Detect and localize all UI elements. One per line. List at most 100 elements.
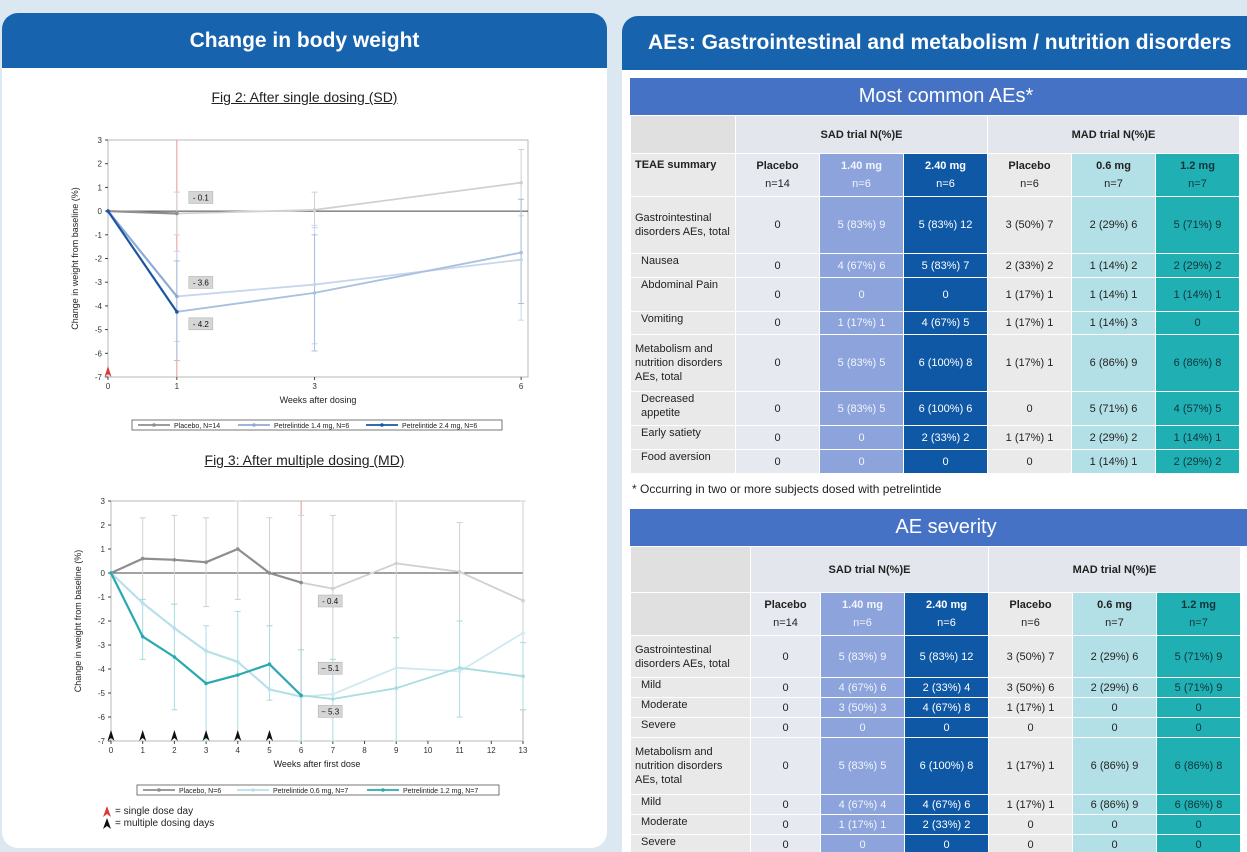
fig2-chart: -7 -6 -5 -4 -3 -2 -1 0 1 2 3 0 1 3 6 Weeks after dosing…	[70, 136, 529, 431]
column-n: n=7	[1104, 178, 1123, 190]
blank-corner	[630, 115, 736, 154]
data-point	[519, 250, 523, 255]
y-tick-label: -1	[95, 231, 103, 240]
data-point	[457, 669, 462, 674]
column-header: 1.40 mg n=6	[820, 592, 905, 636]
table-cell: 6 (86%) 8	[1156, 737, 1241, 795]
column-header: Placebo n=14	[735, 153, 820, 197]
ae-panel: AEs: Gastrointestinal and metabolism / n…	[622, 16, 1247, 852]
body-weight-panel: Change in body weight Fig 2: After singl…	[2, 13, 607, 848]
column-n: n=7	[1189, 617, 1208, 629]
single-dose-legend: = single dose day	[115, 806, 194, 817]
column-name: Placebo	[1008, 160, 1051, 172]
y-tick-label: -7	[95, 373, 103, 382]
series-segment	[107, 210, 178, 313]
x-tick-label: 6	[519, 382, 524, 391]
data-point	[457, 570, 462, 574]
x-tick-label: 1	[175, 382, 180, 391]
table-cell: 1 (17%) 1	[987, 311, 1072, 335]
row-label: Metabolism and nutrition disorders AEs, …	[630, 334, 736, 392]
legend-label: Petrelintide 2.4 mg, N=6	[402, 423, 477, 430]
fig3-title: Fig 3: After multiple dosing (MD)	[204, 452, 405, 468]
series-segment	[110, 557, 144, 575]
column-n: n=7	[1188, 178, 1207, 190]
x-tick-label: 3	[204, 746, 209, 755]
y-tick-label: -5	[95, 326, 103, 335]
column-name: 2.40 mg	[926, 599, 967, 611]
table-cell: 0	[1156, 834, 1241, 852]
series-segment	[176, 209, 315, 215]
series-segment	[107, 210, 178, 298]
data-point	[519, 257, 523, 262]
row-label: Food aversion	[630, 449, 736, 474]
series-segment	[176, 283, 315, 298]
y-tick-label: -4	[98, 665, 106, 674]
table-cell: 6 (86%) 9	[1072, 794, 1157, 815]
data-point	[312, 208, 317, 212]
series-segment	[396, 562, 460, 573]
column-n: n=6	[853, 617, 872, 629]
table-cell: 5 (71%) 9	[1156, 677, 1241, 698]
data-point	[204, 560, 208, 564]
series-segment	[176, 291, 315, 313]
legend-marker	[152, 423, 156, 427]
row-label: Early satiety	[630, 425, 736, 450]
multiple-dose-legend: = multiple dosing days	[115, 818, 215, 829]
table-cell: 4 (67%) 6	[904, 794, 989, 815]
row-label: Nausea	[630, 253, 736, 278]
row-label: Moderate	[630, 697, 751, 718]
row-label: Decreased appetite	[630, 391, 736, 426]
table-cell: 0	[750, 635, 821, 678]
table-cell: 6 (100%) 8	[903, 334, 988, 392]
table-cell: 2 (29%) 6	[1072, 677, 1157, 698]
table-cell: 0	[735, 196, 820, 254]
table-cell: 0	[1156, 814, 1241, 835]
data-point	[175, 310, 179, 314]
table-cell: 5 (71%) 6	[1071, 391, 1156, 426]
table-cell: 2 (29%) 2	[1155, 253, 1240, 278]
table-cell: 1 (14%) 2	[1071, 253, 1156, 278]
red-arrow-icon	[103, 806, 111, 817]
body-weight-header: Change in body weight	[2, 13, 607, 68]
table-cell: 5 (83%) 12	[903, 196, 988, 254]
data-point	[267, 687, 272, 692]
column-n: n=14	[773, 617, 798, 629]
row-label: Mild	[630, 794, 751, 815]
table-cell: 1 (17%) 1	[820, 814, 905, 835]
value-box	[188, 191, 214, 204]
y-tick-label: 1	[98, 183, 103, 192]
table-cell: 1 (14%) 1	[1155, 277, 1240, 312]
column-header: 1.2 mg n=7	[1156, 592, 1241, 636]
y-axis-label: Change in weight from baseline (%)	[70, 187, 80, 330]
x-tick-label: 13	[519, 746, 528, 755]
y-tick-label: -2	[95, 255, 103, 264]
table-cell: 0	[819, 425, 904, 450]
row-label: Severe	[630, 834, 751, 852]
y-tick-label: 2	[98, 160, 103, 169]
dose-arrow-legend: = single dose day = multiple dosing days	[102, 806, 214, 830]
data-point	[235, 673, 240, 677]
legend-marker	[251, 788, 255, 792]
most-common-table: SAD trial N(%)E MAD trial N(%)E TEAE summa…	[630, 115, 1240, 474]
table-cell: 5 (83%) 5	[820, 737, 905, 795]
value-box	[317, 661, 343, 675]
data-point	[140, 556, 145, 561]
table-cell: 5 (83%) 9	[819, 196, 904, 254]
legend-box	[136, 784, 500, 796]
table-cell: 0	[819, 449, 904, 474]
column-name: 1.40 mg	[842, 599, 883, 611]
series-segment	[237, 548, 271, 574]
legend-label: Petrelintide 1.2 mg, N=7	[403, 788, 478, 795]
data-point	[172, 655, 177, 659]
table-cell: 0	[750, 794, 821, 815]
table-cell: 0	[735, 311, 820, 335]
data-point	[140, 601, 145, 605]
data-point	[172, 558, 177, 562]
series-segment	[237, 660, 271, 691]
column-name: Placebo	[764, 599, 807, 611]
table-cell: 4 (67%) 8	[904, 697, 989, 718]
x-tick-label: 9	[394, 746, 399, 755]
data-point	[394, 686, 399, 690]
column-header: 1.2 mg n=7	[1155, 153, 1240, 197]
legend-label: Petrelintide 0.6 mg, N=7	[273, 788, 348, 795]
